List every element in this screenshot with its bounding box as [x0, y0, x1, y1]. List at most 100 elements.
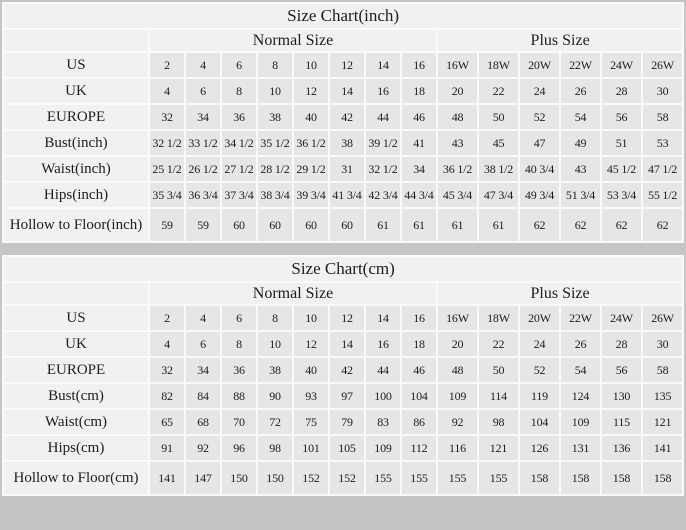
row-label: Hollow to Floor(inch) [2, 207, 150, 243]
size-cell: 70 [220, 408, 258, 436]
size-cell: 61 [400, 207, 438, 243]
size-cell: 32 1/2 [148, 129, 186, 157]
corner-cell [2, 281, 150, 306]
table-title-inch: Size Chart(inch) [1, 2, 685, 30]
size-cell: 10 [292, 304, 330, 332]
size-cell: 72 [256, 408, 294, 436]
size-cell: 136 [600, 434, 643, 462]
size-cell: 60 [256, 207, 294, 243]
size-cell: 28 [600, 77, 643, 105]
size-cell: 32 [148, 103, 186, 131]
size-cell: 34 [184, 103, 222, 131]
size-cell: 2 [148, 304, 186, 332]
size-cell: 43 [559, 155, 602, 183]
size-cell: 42 [328, 356, 366, 384]
size-cell: 39 3/4 [292, 181, 330, 209]
size-cell: 82 [148, 382, 186, 410]
size-cell: 36 3/4 [184, 181, 222, 209]
size-cell: 100 [364, 382, 402, 410]
size-cell: 41 [400, 129, 438, 157]
row-label: Bust(cm) [2, 382, 150, 410]
size-cell: 155 [436, 460, 479, 496]
size-cell: 56 [600, 103, 643, 131]
table-row: UK 4 6 8 10 12 14 16 18 20 22 24 26 28 30 [2, 330, 685, 358]
size-cell: 30 [640, 330, 685, 358]
table-row: Waist(cm) 65 68 70 72 75 79 83 86 92 98 104 109 115 12… [2, 408, 685, 436]
size-cell: 10 [256, 330, 294, 358]
size-cell: 155 [477, 460, 520, 496]
size-cell: 4 [184, 304, 222, 332]
plus-size-header: Plus Size [435, 281, 685, 306]
size-cell: 38 [328, 129, 366, 157]
size-cell: 92 [436, 408, 479, 436]
group-header-row: Normal Size Plus Size [2, 28, 685, 53]
size-cell: 24 [518, 330, 561, 358]
size-cell: 40 3/4 [518, 155, 561, 183]
size-cell: 10 [292, 51, 330, 79]
size-charts-container: Size Chart(inch) Normal Size Plus Size U… [1, 2, 685, 496]
size-cell: 8 [256, 51, 294, 79]
size-cell: 47 3/4 [477, 181, 520, 209]
size-cell: 68 [184, 408, 222, 436]
size-cell: 16 [364, 77, 402, 105]
size-cell: 124 [559, 382, 602, 410]
size-cell: 25 1/2 [148, 155, 186, 183]
size-cell: 50 [477, 103, 520, 131]
size-cell: 45 3/4 [436, 181, 479, 209]
size-cell: 22W [559, 51, 602, 79]
size-cell: 8 [256, 304, 294, 332]
size-cell: 40 [292, 356, 330, 384]
size-cell: 52 [518, 103, 561, 131]
size-cell: 36 [220, 103, 258, 131]
size-cell: 104 [400, 382, 438, 410]
size-cell: 22W [559, 304, 602, 332]
size-cell: 26W [640, 51, 685, 79]
size-cell: 51 [600, 129, 643, 157]
size-cell: 79 [328, 408, 366, 436]
size-cell: 48 [436, 103, 479, 131]
size-cell: 33 1/2 [184, 129, 222, 157]
size-cell: 62 [600, 207, 643, 243]
row-label: UK [2, 77, 150, 105]
size-cell: 26 [559, 77, 602, 105]
size-cell: 88 [220, 382, 258, 410]
size-cell: 26W [640, 304, 685, 332]
size-cell: 49 [559, 129, 602, 157]
size-cell: 16W [436, 51, 479, 79]
table-row: Waist(inch) 25 1/2 26 1/2 27 1/2 28 1/2 29 1/… [2, 155, 685, 183]
size-cell: 62 [518, 207, 561, 243]
size-cell: 49 3/4 [518, 181, 561, 209]
size-cell: 14 [364, 304, 402, 332]
size-cell: 45 [477, 129, 520, 157]
size-cell: 121 [477, 434, 520, 462]
size-cell: 18 [400, 330, 438, 358]
row-label: US [2, 304, 150, 332]
size-cell: 65 [148, 408, 186, 436]
row-label: Waist(inch) [2, 155, 150, 183]
size-cell: 62 [640, 207, 685, 243]
size-cell: 141 [148, 460, 186, 496]
size-cell: 130 [600, 382, 643, 410]
size-cell: 115 [600, 408, 643, 436]
size-cell: 54 [559, 103, 602, 131]
row-label: Hips(inch) [2, 181, 150, 209]
table-row: UK 4 6 8 10 12 14 16 18 20 22 24 26 28 30 [2, 77, 685, 105]
size-chart-cm-table: Size Chart(cm) Normal Size Plus Size US 2… [1, 255, 685, 496]
size-cell: 104 [518, 408, 561, 436]
size-cell: 12 [328, 304, 366, 332]
size-cell: 22 [477, 77, 520, 105]
title-row: Size Chart(inch) [1, 2, 685, 30]
row-label: Hips(cm) [2, 434, 150, 462]
size-cell: 16 [400, 304, 438, 332]
size-cell: 6 [220, 51, 258, 79]
size-cell: 24W [600, 304, 643, 332]
size-cell: 26 [559, 330, 602, 358]
size-cell: 119 [518, 382, 561, 410]
size-cell: 112 [400, 434, 438, 462]
size-cell: 35 3/4 [148, 181, 186, 209]
table-row: Bust(cm) 82 84 88 90 93 97 100 104 109 114 119 124 13… [2, 382, 685, 410]
row-label: Waist(cm) [2, 408, 150, 436]
size-cell: 86 [400, 408, 438, 436]
size-cell: 47 1/2 [640, 155, 685, 183]
size-cell: 52 [518, 356, 561, 384]
